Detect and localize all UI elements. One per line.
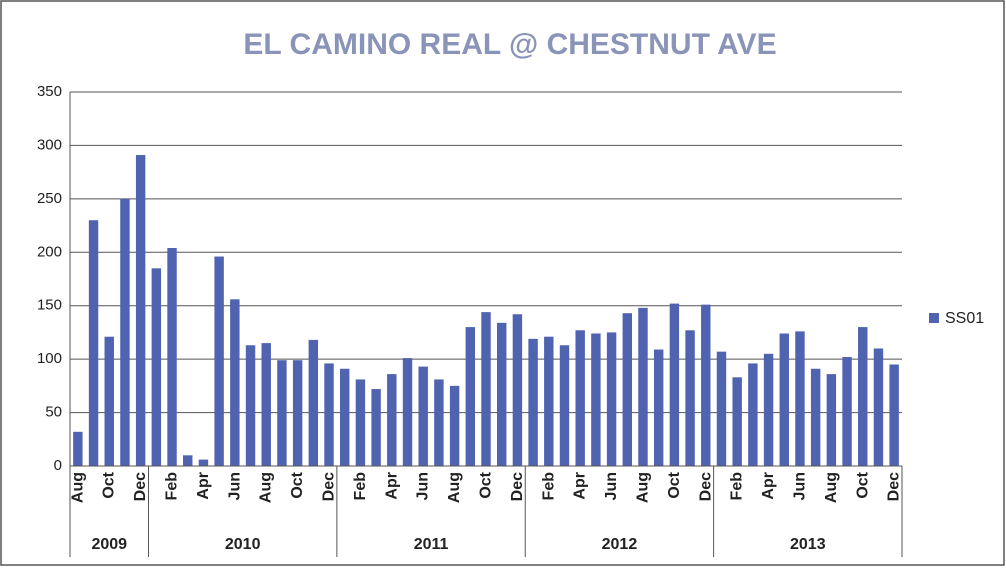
bar	[418, 366, 428, 466]
y-tick-label: 50	[45, 404, 62, 421]
bar	[591, 333, 601, 466]
x-tick-label: Jun	[415, 472, 432, 500]
bar	[308, 339, 319, 466]
bar	[371, 389, 381, 466]
x-tick-label: Jun	[603, 472, 620, 500]
x-tick-label: Oct	[854, 471, 871, 498]
bar	[732, 377, 742, 466]
bar	[324, 363, 334, 466]
bar	[387, 374, 397, 466]
bar	[716, 351, 727, 466]
bar	[528, 338, 538, 466]
bar	[638, 307, 648, 466]
x-group-label: 2010	[225, 536, 261, 553]
bar	[701, 304, 711, 466]
bar	[795, 331, 805, 466]
bar	[230, 299, 240, 466]
x-group-label: 2012	[602, 536, 638, 553]
legend-label: SS01	[945, 310, 984, 327]
x-tick-label: Aug	[634, 472, 651, 503]
bar	[340, 368, 350, 466]
x-tick-label: Feb	[164, 472, 181, 501]
y-tick-label: 0	[54, 457, 62, 474]
bar	[355, 379, 366, 466]
x-tick-label: Aug	[69, 472, 86, 503]
bar	[261, 343, 271, 466]
bar	[135, 155, 146, 466]
bar	[622, 313, 632, 466]
x-tick-label: Feb	[540, 472, 557, 501]
x-tick-label: Dec	[509, 472, 526, 501]
bar	[245, 345, 256, 466]
bar	[685, 330, 695, 466]
bar	[544, 336, 554, 466]
bar	[842, 357, 852, 466]
x-tick-label: Dec	[321, 472, 338, 501]
x-tick-label: Feb	[352, 472, 369, 501]
bar	[120, 198, 130, 466]
bar	[763, 353, 774, 466]
bar	[748, 363, 758, 466]
x-tick-label: Aug	[823, 472, 840, 503]
bar	[277, 360, 287, 466]
bar	[151, 268, 162, 466]
x-tick-label: Dec	[697, 472, 714, 501]
bar	[559, 345, 570, 466]
bar	[402, 358, 413, 466]
x-tick-label: Apr	[572, 472, 589, 500]
bar	[496, 322, 507, 466]
bar	[653, 349, 664, 466]
x-tick-label: Oct	[289, 471, 306, 498]
x-tick-label: Jun	[791, 472, 808, 500]
bar	[465, 327, 476, 466]
bar	[292, 360, 303, 466]
bar	[104, 336, 114, 466]
bar	[606, 332, 617, 466]
bar	[873, 348, 884, 466]
bar	[434, 379, 444, 466]
x-tick-label: Oct	[101, 471, 118, 498]
chart-title: EL CAMINO REAL @ CHESTNUT AVE	[243, 28, 776, 61]
bar	[889, 364, 899, 466]
bar	[858, 327, 868, 466]
bar	[449, 385, 460, 466]
x-tick-label: Apr	[383, 472, 400, 500]
bar	[183, 455, 193, 466]
bar	[826, 374, 837, 466]
x-group-label: 2011	[414, 536, 449, 553]
x-tick-label: Aug	[446, 472, 463, 503]
legend-swatch	[929, 313, 939, 323]
x-group-label: 2013	[790, 536, 826, 553]
bar	[198, 459, 209, 466]
x-tick-label: Dec	[886, 472, 903, 501]
bar	[481, 312, 491, 466]
bar	[669, 303, 680, 466]
bar	[810, 368, 821, 466]
bar	[88, 220, 99, 466]
x-tick-label: Feb	[729, 472, 746, 501]
x-tick-label: Apr	[195, 472, 212, 500]
y-tick-label: 300	[37, 136, 62, 153]
x-tick-label: Oct	[666, 471, 683, 498]
bar	[779, 333, 789, 466]
bar	[512, 314, 523, 466]
y-tick-label: 350	[37, 83, 62, 100]
x-tick-label: Jun	[226, 472, 243, 500]
x-tick-label: Apr	[760, 472, 777, 500]
y-tick-label: 250	[37, 190, 62, 207]
y-tick-label: 200	[37, 243, 62, 260]
y-tick-label: 100	[37, 350, 62, 367]
y-tick-label: 150	[37, 297, 62, 314]
x-tick-label: Aug	[258, 472, 275, 503]
bar	[214, 256, 224, 466]
x-tick-label: Oct	[478, 471, 495, 498]
bar	[167, 248, 177, 466]
x-tick-label: Dec	[132, 472, 149, 501]
bar	[73, 431, 83, 466]
bar	[575, 330, 585, 466]
x-group-label: 2009	[91, 536, 127, 553]
